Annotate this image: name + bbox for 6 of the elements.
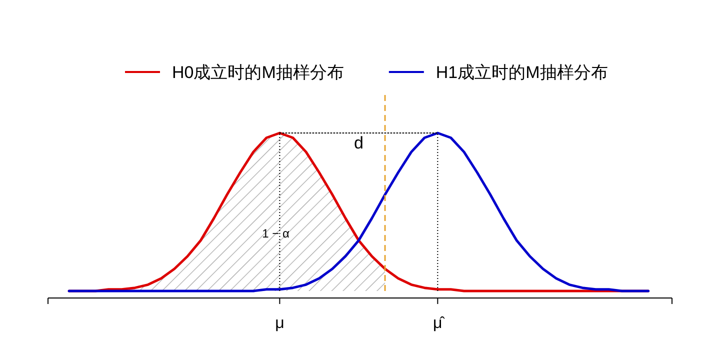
x-tick-label: μ̂: [433, 315, 446, 332]
legend-label: H1成立时的M抽样分布: [436, 63, 608, 82]
annotation: d: [354, 134, 364, 153]
legend-label: H0成立时的M抽样分布: [172, 63, 344, 82]
x-tick-label: μ: [275, 315, 284, 332]
annotation: 1 − α: [262, 226, 290, 240]
